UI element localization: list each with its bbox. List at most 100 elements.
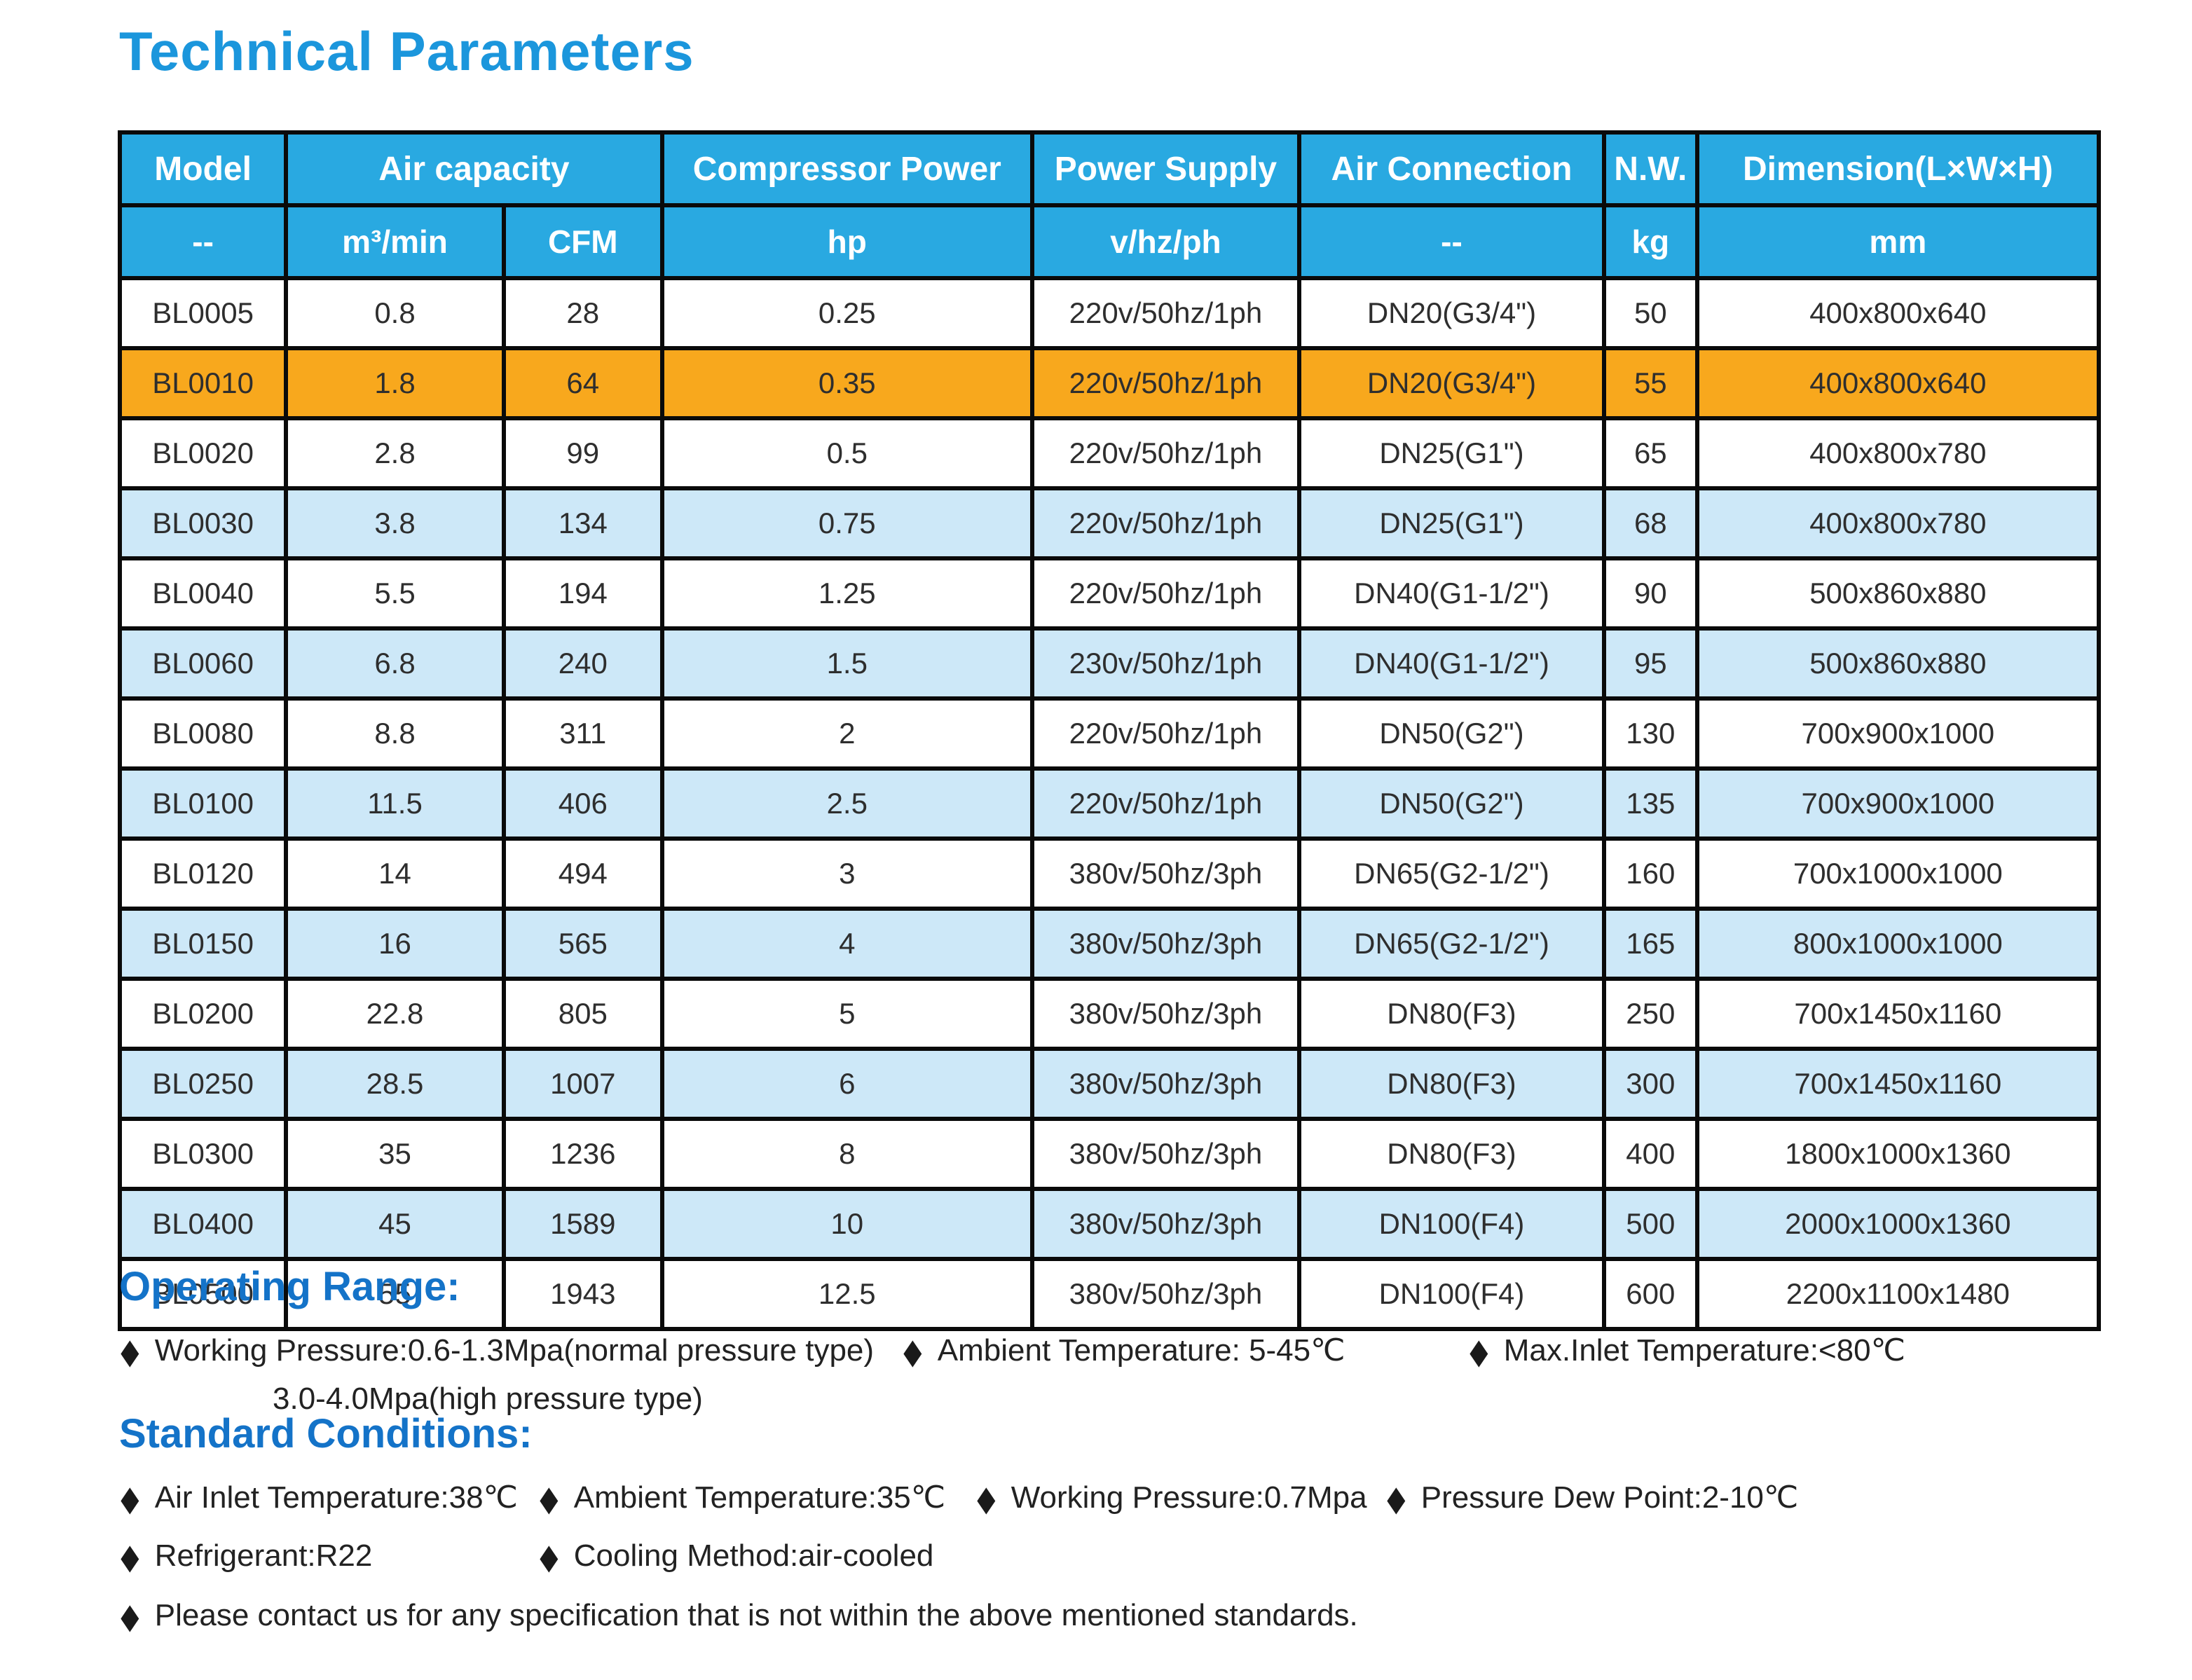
cell-compressor-power-hp: 1.25 xyxy=(659,556,1034,631)
table-row: BL0250 28.5 1007 6 380v/50hz/3ph DN80(F3… xyxy=(117,1047,2102,1121)
standard-conditions-row-2: ◆ Refrigerant:R22 ◆ Cooling Method:air-coo… xyxy=(119,1536,2102,1576)
refrigerant-text: Refrigerant:R22 xyxy=(154,1538,373,1573)
table-row: BL0010 1.8 64 0.35 220v/50hz/1ph DN20(G3… xyxy=(117,346,2102,420)
cell-power-supply: 380v/50hz/3ph xyxy=(1029,1187,1302,1261)
cell-power-supply: 220v/50hz/1ph xyxy=(1029,276,1302,350)
cell-power-supply: 380v/50hz/3ph xyxy=(1029,836,1302,911)
cell-air-capacity-cfm: 99 xyxy=(501,416,664,490)
cell-power-supply: 230v/50hz/1ph xyxy=(1029,626,1302,701)
cell-net-weight-kg: 68 xyxy=(1601,486,1699,560)
header-air-capacity: Air capacity xyxy=(284,130,664,207)
diamond-bullet-icon: ◆ xyxy=(1387,1479,1406,1518)
header-compressor-power: Compressor Power xyxy=(659,130,1034,207)
cell-dimension-mm: 700x1450x1160 xyxy=(1694,977,2102,1051)
cell-model: BL0020 xyxy=(117,416,289,490)
cell-compressor-power-hp: 0.75 xyxy=(659,486,1034,560)
cell-power-supply: 380v/50hz/3ph xyxy=(1029,907,1302,981)
cell-model: BL0500 xyxy=(117,1257,289,1331)
cell-air-connection: DN100(F4) xyxy=(1297,1187,1606,1261)
unit-mm: mm xyxy=(1694,203,2102,280)
table-row: BL0040 5.5 194 1.25 220v/50hz/1ph DN40(G… xyxy=(117,556,2102,631)
cell-air-connection: DN25(G1") xyxy=(1297,486,1606,560)
cell-compressor-power-hp: 2.5 xyxy=(659,766,1034,841)
cell-air-capacity-m3min: 2.8 xyxy=(284,416,506,490)
cell-compressor-power-hp: 10 xyxy=(659,1187,1034,1261)
condition-ambient-temp: ◆ Ambient Temperature:35℃ xyxy=(538,1478,975,1517)
cell-air-capacity-m3min: 11.5 xyxy=(284,766,506,841)
diamond-bullet-icon: ◆ xyxy=(903,1332,922,1371)
cell-model: BL0150 xyxy=(117,907,289,981)
operating-range-heading: Operating Range: xyxy=(119,1264,460,1309)
table-row: BL0005 0.8 28 0.25 220v/50hz/1ph DN20(G3… xyxy=(117,276,2102,350)
cell-dimension-mm: 2000x1000x1360 xyxy=(1694,1187,2102,1261)
cell-air-connection: DN65(G2-1/2") xyxy=(1297,907,1606,981)
working-pressure-high-text: 3.0-4.0Mpa(high pressure type) xyxy=(273,1381,703,1416)
cell-power-supply: 380v/50hz/3ph xyxy=(1029,1047,1302,1121)
cell-compressor-power-hp: 6 xyxy=(659,1047,1034,1121)
cell-compressor-power-hp: 4 xyxy=(659,907,1034,981)
cell-dimension-mm: 700x900x1000 xyxy=(1694,766,2102,841)
cell-air-connection: DN20(G3/4") xyxy=(1297,276,1606,350)
header-row-units: -- m³/min CFM hp v/hz/ph -- kg mm xyxy=(117,203,2102,280)
cell-air-capacity-cfm: 64 xyxy=(501,346,664,420)
table-row: BL0150 16 565 4 380v/50hz/3ph DN65(G2-1/… xyxy=(117,907,2102,981)
cell-compressor-power-hp: 2 xyxy=(659,696,1034,771)
unit-hp: hp xyxy=(659,203,1034,280)
cell-power-supply: 220v/50hz/1ph xyxy=(1029,346,1302,420)
cell-air-capacity-cfm: 565 xyxy=(501,907,664,981)
cell-net-weight-kg: 250 xyxy=(1601,977,1699,1051)
cell-net-weight-kg: 95 xyxy=(1601,626,1699,701)
cell-dimension-mm: 400x800x640 xyxy=(1694,346,2102,420)
spec-table: Model Air capacity Compressor Power Powe… xyxy=(117,130,2102,1331)
cell-power-supply: 380v/50hz/3ph xyxy=(1029,1257,1302,1331)
cell-air-connection: DN40(G1-1/2") xyxy=(1297,556,1606,631)
cell-air-connection: DN50(G2") xyxy=(1297,766,1606,841)
table-row: BL0030 3.8 134 0.75 220v/50hz/1ph DN25(G… xyxy=(117,486,2102,560)
cell-compressor-power-hp: 3 xyxy=(659,836,1034,911)
unit-air-connection: -- xyxy=(1297,203,1606,280)
cell-model: BL0120 xyxy=(117,836,289,911)
cell-compressor-power-hp: 0.35 xyxy=(659,346,1034,420)
cell-compressor-power-hp: 0.25 xyxy=(659,276,1034,350)
standard-conditions-row-1: ◆ Air Inlet Temperature:38℃ ◆ Ambient Temp… xyxy=(119,1478,2102,1517)
cell-net-weight-kg: 135 xyxy=(1601,766,1699,841)
header-air-connection: Air Connection xyxy=(1297,130,1606,207)
cell-power-supply: 380v/50hz/3ph xyxy=(1029,1117,1302,1191)
cell-air-capacity-m3min: 22.8 xyxy=(284,977,506,1051)
cell-air-capacity-cfm: 1007 xyxy=(501,1047,664,1121)
cell-air-capacity-cfm: 311 xyxy=(501,696,664,771)
cell-model: BL0060 xyxy=(117,626,289,701)
cell-compressor-power-hp: 12.5 xyxy=(659,1257,1034,1331)
cell-net-weight-kg: 300 xyxy=(1601,1047,1699,1121)
table-row: BL0120 14 494 3 380v/50hz/3ph DN65(G2-1/… xyxy=(117,836,2102,911)
air-inlet-temp-text: Air Inlet Temperature:38℃ xyxy=(154,1480,518,1515)
cell-air-connection: DN80(F3) xyxy=(1297,1117,1606,1191)
operating-range-items: ◆ Working Pressure:0.6-1.3Mpa(normal pres… xyxy=(119,1331,2102,1418)
diamond-bullet-icon: ◆ xyxy=(121,1479,139,1518)
cell-air-connection: DN25(G1") xyxy=(1297,416,1606,490)
header-dimension: Dimension(L×W×H) xyxy=(1694,130,2102,207)
operating-range-item-max-inlet-temp: ◆ Max.Inlet Temperature:<80℃ xyxy=(1468,1331,1905,1418)
condition-working-pressure: ◆ Working Pressure:0.7Mpa xyxy=(975,1478,1385,1517)
page-title: Technical Parameters xyxy=(119,20,694,82)
table-row: BL0060 6.8 240 1.5 230v/50hz/1ph DN40(G1… xyxy=(117,626,2102,701)
cell-net-weight-kg: 400 xyxy=(1601,1117,1699,1191)
spec-table-body: BL0005 0.8 28 0.25 220v/50hz/1ph DN20(G3… xyxy=(117,276,2102,1331)
diamond-bullet-icon: ◆ xyxy=(1470,1332,1488,1371)
operating-range-section: Operating Range: ◆ Working Pressure:0.6-1… xyxy=(119,1262,2102,1418)
cell-compressor-power-hp: 1.5 xyxy=(659,626,1034,701)
cell-dimension-mm: 500x860x880 xyxy=(1694,556,2102,631)
table-row: BL0080 8.8 311 2 220v/50hz/1ph DN50(G2")… xyxy=(117,696,2102,771)
condition-air-inlet-temp: ◆ Air Inlet Temperature:38℃ xyxy=(119,1478,538,1517)
unit-vhzph: v/hz/ph xyxy=(1029,203,1302,280)
cell-dimension-mm: 500x860x880 xyxy=(1694,626,2102,701)
cell-model: BL0400 xyxy=(117,1187,289,1261)
cell-air-capacity-m3min: 55 xyxy=(284,1257,506,1331)
cell-power-supply: 220v/50hz/1ph xyxy=(1029,696,1302,771)
standard-conditions-heading: Standard Conditions: xyxy=(119,1411,533,1457)
ambient-temp-text: Ambient Temperature: 5-45℃ xyxy=(937,1333,1345,1368)
header-power-supply: Power Supply xyxy=(1029,130,1302,207)
diamond-bullet-icon: ◆ xyxy=(977,1479,996,1518)
contact-note-row: ◆ Please contact us for any specification… xyxy=(119,1596,2102,1635)
